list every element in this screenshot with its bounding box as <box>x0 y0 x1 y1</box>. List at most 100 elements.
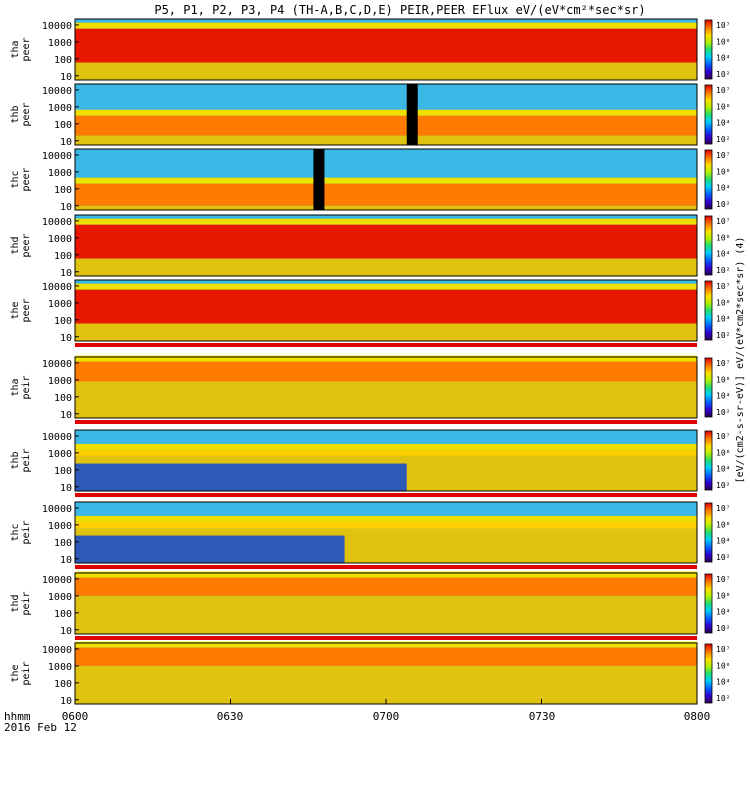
y-tick-label: 10 <box>60 333 72 344</box>
spectrogram-edge <box>75 355 697 362</box>
spectrogram-band <box>75 183 697 206</box>
y-tick-label: 10000 <box>42 21 72 32</box>
colorbar-tick-label: 10² <box>716 70 730 79</box>
spectrogram-low-energy <box>75 323 697 341</box>
spectrogram-low-energy <box>75 381 697 418</box>
colorbar-tick-label: 10⁷ <box>716 151 730 160</box>
y-tick-label: 10 <box>60 410 72 421</box>
colorbar <box>704 502 713 563</box>
spectrogram-edge <box>75 22 697 29</box>
spectrogram-band <box>75 224 697 259</box>
spectrogram-edge <box>75 109 697 116</box>
colorbar-tick-label: 10² <box>716 624 730 633</box>
colorbar-tick-label: 10⁴ <box>716 465 730 474</box>
panel-label: thbpeer <box>10 102 32 126</box>
colorbar-tick-label: 10⁶ <box>716 37 730 46</box>
y-tick-label: 10000 <box>42 217 72 228</box>
x-axis-label-date: 2016 Feb 12 <box>4 721 77 734</box>
chart-title: P5, P1, P2, P3, P4 (TH-A,B,C,D,E) PEIR,P… <box>154 3 645 17</box>
panel-frame <box>74 572 698 635</box>
y-tick-label: 100 <box>54 120 72 131</box>
y-tick-label: 100 <box>54 393 72 404</box>
colorbar <box>704 430 713 491</box>
y-tick-label: 1000 <box>48 168 72 179</box>
x-tick-label: 0630 <box>217 710 244 723</box>
colorbar-tick-label: 10⁴ <box>716 315 730 324</box>
colorbar <box>704 84 713 145</box>
spectrogram-low-energy <box>75 205 697 210</box>
panel-label: thcpeer <box>10 167 32 191</box>
y-tick-label: 10 <box>60 268 72 279</box>
colorbar <box>704 280 713 341</box>
separator-stripe <box>75 636 697 640</box>
separator-stripe <box>75 493 697 497</box>
y-tick-label: 10000 <box>42 86 72 97</box>
colorbar-tick-label: 10⁷ <box>716 645 730 654</box>
y-tick-label: 1000 <box>48 662 72 673</box>
y-tick-label: 100 <box>54 316 72 327</box>
colorbar-tick-label: 10⁴ <box>716 250 730 259</box>
spectrogram-low-energy <box>75 135 697 145</box>
colorbar-label: [eV/(cm2-s-sr-eV)] eV/(eV*cm2*sec*sr) (4… <box>735 237 746 484</box>
panel-frame <box>74 356 698 419</box>
colorbar <box>704 215 713 276</box>
colorbar <box>704 357 713 418</box>
panel-frame <box>74 148 698 211</box>
data-gap <box>406 84 418 145</box>
spectrogram-edge <box>75 641 697 648</box>
spectrogram-edge <box>75 515 697 522</box>
colorbar-tick-label: 10⁶ <box>716 448 730 457</box>
colorbar-tick-label: 10⁴ <box>716 392 730 401</box>
y-tick-label: 10 <box>60 137 72 148</box>
y-tick-label: 10 <box>60 202 72 213</box>
panel-label: thcpeir <box>10 520 32 544</box>
spectrogram-low-energy <box>75 665 697 704</box>
colorbar <box>704 19 713 80</box>
y-tick-label: 10 <box>60 626 72 637</box>
y-tick-label: 100 <box>54 185 72 196</box>
y-tick-label: 10000 <box>42 645 72 656</box>
spectrogram-edge <box>75 571 697 578</box>
colorbar-tick-label: 10⁷ <box>716 217 730 226</box>
x-tick-label: 0700 <box>373 710 400 723</box>
spectrogram-band <box>75 521 697 529</box>
colorbar-tick-label: 10⁷ <box>716 575 730 584</box>
colorbar-tick-label: 10² <box>716 200 730 209</box>
colorbar <box>704 643 713 704</box>
colorbar-tick-label: 10⁶ <box>716 375 730 384</box>
y-tick-label: 1000 <box>48 376 72 387</box>
separator-stripe <box>75 565 697 569</box>
panel-frame <box>74 214 698 277</box>
panel-label: thapeir <box>10 375 32 399</box>
spectrogram-edge <box>75 283 697 290</box>
panel-frame <box>74 18 698 81</box>
colorbar-tick-label: 10⁶ <box>716 233 730 242</box>
y-tick-label: 1000 <box>48 234 72 245</box>
x-tick-label: 0800 <box>684 710 711 723</box>
panel-frame <box>74 279 698 342</box>
colorbar-tick-label: 10² <box>716 408 730 417</box>
y-tick-label: 10 <box>60 696 72 707</box>
y-tick-label: 10 <box>60 555 72 566</box>
colorbar-tick-label: 10² <box>716 135 730 144</box>
colorbar-tick-label: 10⁶ <box>716 661 730 670</box>
separator-stripe <box>75 343 697 347</box>
colorbar-tick-label: 10² <box>716 266 730 275</box>
colorbar-tick-label: 10⁶ <box>716 102 730 111</box>
data-gap <box>313 149 325 210</box>
low-mode-region <box>75 535 345 563</box>
y-tick-label: 100 <box>54 55 72 66</box>
y-tick-label: 1000 <box>48 521 72 532</box>
spectrogram-band <box>75 449 697 456</box>
y-tick-label: 10000 <box>42 504 72 515</box>
y-tick-label: 100 <box>54 251 72 262</box>
low-mode-region <box>75 463 407 491</box>
spectrogram-low-energy <box>75 258 697 276</box>
colorbar-tick-label: 10⁷ <box>716 86 730 95</box>
colorbar-tick-label: 10⁶ <box>716 520 730 529</box>
colorbar-tick-label: 10² <box>716 481 730 490</box>
x-tick-label: 0730 <box>529 710 556 723</box>
spectrogram-band <box>75 289 697 324</box>
colorbar-tick-label: 10⁷ <box>716 21 730 30</box>
